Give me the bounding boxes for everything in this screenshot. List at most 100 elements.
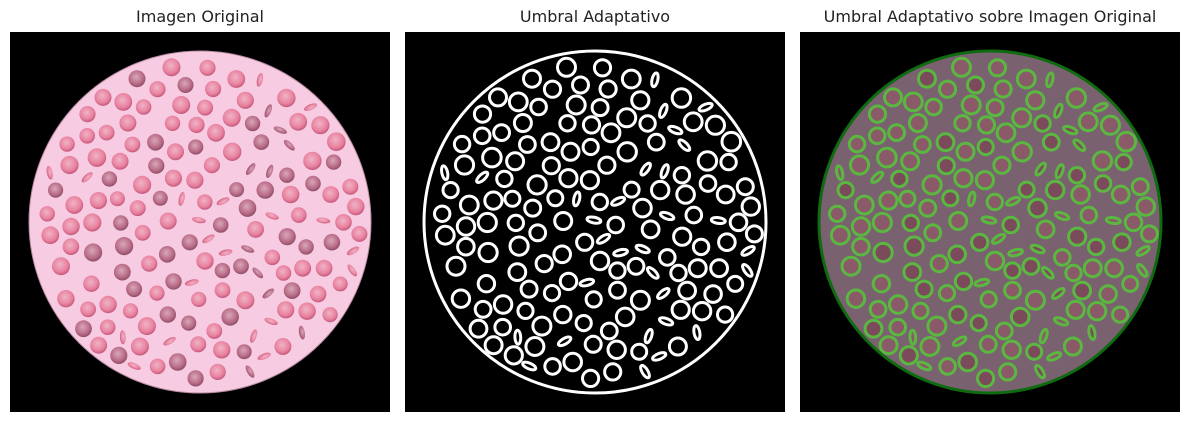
blood-cell — [83, 213, 102, 232]
cell-ring — [595, 232, 612, 245]
blood-cell — [167, 143, 184, 161]
cell-ring — [452, 134, 472, 154]
cell-overlay — [1079, 205, 1099, 225]
blood-cell — [281, 185, 300, 204]
cell-overlay — [848, 154, 871, 176]
blood-cell — [130, 337, 149, 356]
cell-overlay — [916, 360, 933, 372]
cell-overlay — [1011, 141, 1033, 163]
cell-overlay — [1021, 256, 1041, 276]
cell-overlay — [878, 335, 899, 356]
blood-cell — [229, 182, 245, 198]
blood-cell — [52, 257, 70, 276]
cell-ring — [696, 150, 719, 172]
cell-overlay — [900, 151, 921, 172]
cell-overlay — [967, 190, 977, 208]
cell-overlay — [998, 362, 1018, 382]
blood-cell — [124, 136, 141, 153]
blood-cell — [94, 88, 112, 106]
cell-ring — [493, 317, 512, 337]
cell-ring — [639, 363, 651, 380]
cell-overlay — [1065, 299, 1086, 320]
cell-overlay — [1067, 226, 1088, 247]
cell-overlay — [994, 321, 1014, 341]
cell-overlay — [845, 288, 867, 309]
cell-overlay — [847, 134, 867, 154]
cell-ring — [614, 306, 636, 328]
cell-ring — [716, 305, 735, 324]
blood-cell — [181, 234, 198, 251]
blood-cell — [342, 178, 359, 195]
blood-cell — [236, 291, 255, 310]
blood-cell — [149, 285, 165, 301]
cell-overlay — [984, 250, 1006, 272]
cell-overlay — [888, 317, 907, 337]
blood-cell — [148, 157, 165, 174]
cell-ring — [560, 141, 581, 162]
cell-ring — [581, 137, 600, 157]
blood-cell — [62, 217, 80, 236]
cell-overlay — [1029, 243, 1046, 255]
blood-cell — [325, 154, 342, 170]
cell-ring — [612, 247, 629, 258]
cell-overlay — [1123, 212, 1144, 233]
cell-ring — [534, 254, 554, 274]
blood-cell — [163, 336, 176, 346]
cell-ring — [450, 288, 472, 309]
cell-ring — [581, 115, 602, 135]
blood-cell — [62, 238, 80, 255]
cell-overlay — [1086, 237, 1106, 257]
blood-cell — [90, 336, 108, 354]
cell-ring — [589, 250, 611, 272]
cell-ring — [540, 132, 561, 153]
blood-cell — [303, 151, 322, 171]
blood-cell — [191, 291, 207, 307]
blood-cell — [134, 224, 151, 241]
blood-cell — [83, 275, 100, 292]
blood-cell — [203, 157, 220, 174]
cell-ring — [650, 71, 660, 89]
blood-cell — [265, 212, 279, 220]
cell-ring — [492, 123, 511, 142]
cell-ring — [658, 102, 669, 119]
blood-cell — [39, 206, 55, 222]
cell-ring — [433, 204, 452, 224]
blood-cell — [335, 214, 352, 231]
panel-original: Imagen Original — [10, 0, 390, 412]
cell-ring — [669, 263, 688, 283]
cell-ring — [715, 184, 736, 205]
cell-ring — [599, 321, 619, 341]
cell-overlay — [1034, 161, 1047, 177]
cell-overlay — [948, 211, 969, 231]
cell-ring — [616, 107, 638, 129]
cell-ring — [608, 261, 627, 280]
original-image — [10, 32, 390, 412]
blood-cell — [236, 344, 252, 360]
cell-ring — [441, 181, 460, 200]
blood-cell — [216, 197, 230, 206]
blood-cell — [247, 221, 264, 238]
blood-cell — [65, 196, 84, 214]
cell-ring — [503, 189, 522, 208]
blood-cell — [250, 329, 258, 343]
cell-overlay — [957, 351, 978, 373]
cell-ring — [592, 58, 613, 78]
cell-ring — [672, 166, 692, 185]
cell-ring — [692, 324, 702, 342]
cell-overlay — [951, 335, 968, 348]
cell-overlay — [966, 75, 985, 95]
cell-overlay — [919, 336, 941, 357]
cell-ring — [622, 180, 641, 199]
cell-overlay — [1001, 215, 1020, 235]
blood-cell — [133, 175, 152, 194]
cell-overlay — [835, 164, 845, 182]
blood-cell — [298, 239, 314, 255]
cell-overlay — [1053, 102, 1064, 119]
cell-overlay — [1114, 152, 1133, 172]
cell-overlay — [1086, 301, 1108, 322]
cell-ring — [630, 342, 649, 361]
blood-cell — [347, 264, 358, 277]
cell-ring — [741, 262, 754, 278]
blood-cell — [245, 163, 256, 176]
cell-overlay — [1001, 339, 1022, 360]
